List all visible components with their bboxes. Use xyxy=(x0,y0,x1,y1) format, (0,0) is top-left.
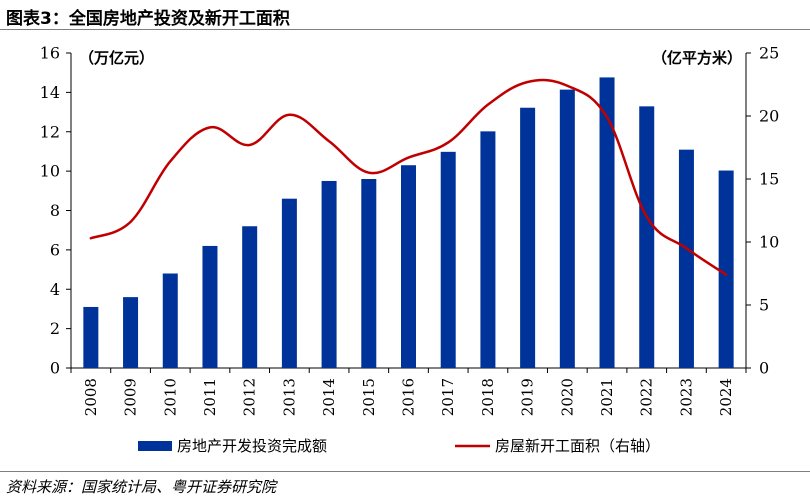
x-tick-label: 2011 xyxy=(201,378,219,416)
bar-investment xyxy=(321,180,337,368)
left-tick-label: 12 xyxy=(40,122,60,141)
bar-investment xyxy=(83,306,99,368)
chart-title: 图表3：全国房地产投资及新开工面积 xyxy=(6,9,290,29)
bar-investment xyxy=(202,245,218,368)
bar-investment xyxy=(440,151,456,368)
left-tick-label: 8 xyxy=(50,201,60,220)
x-tick-label: 2021 xyxy=(598,378,616,416)
bar-investment xyxy=(639,106,655,369)
x-tick-label: 2018 xyxy=(479,378,497,416)
x-tick-label: 2017 xyxy=(439,378,457,416)
right-tick-label: 15 xyxy=(759,170,779,189)
left-tick-label: 16 xyxy=(40,44,60,63)
bar-investment xyxy=(599,77,615,368)
bar-investment xyxy=(401,165,416,368)
legend-label-line: 房屋新开工面积（右轴） xyxy=(495,437,660,455)
bar-investment xyxy=(718,170,734,368)
left-tick-label: 14 xyxy=(40,83,60,102)
title-divider xyxy=(0,29,810,30)
bar-investment xyxy=(559,89,575,369)
left-tick-label: 0 xyxy=(50,359,60,378)
x-tick-label: 2016 xyxy=(400,378,418,416)
bar-investment xyxy=(480,131,496,368)
left-tick-label: 6 xyxy=(50,240,60,259)
bar-investment xyxy=(281,198,297,368)
x-tick-label: 2023 xyxy=(677,378,695,416)
bar-investment xyxy=(162,273,178,368)
left-tick-label: 2 xyxy=(50,319,60,338)
right-axis-unit: （亿平方米） xyxy=(652,49,742,67)
right-tick-label: 20 xyxy=(759,107,779,126)
right-tick-label: 0 xyxy=(759,359,769,378)
left-tick-label: 10 xyxy=(40,162,60,181)
left-axis-unit: （万亿元） xyxy=(79,49,154,67)
x-tick-label: 2009 xyxy=(122,378,140,416)
x-tick-label: 2015 xyxy=(360,378,378,416)
legend-swatch-bar xyxy=(138,441,172,451)
source-note: 资料来源：国家统计局、粤开证券研究院 xyxy=(6,478,277,496)
line-new-construction xyxy=(89,78,728,277)
bar-investment xyxy=(242,226,258,368)
x-tick-label: 2022 xyxy=(638,378,656,416)
bar-investment xyxy=(520,107,536,368)
x-tick-label: 2014 xyxy=(320,378,338,416)
right-tick-label: 25 xyxy=(759,44,779,63)
x-tick-label: 2013 xyxy=(280,378,298,416)
x-tick-label: 2019 xyxy=(519,378,537,416)
bar-investment xyxy=(361,179,377,368)
x-tick-label: 2024 xyxy=(717,378,735,416)
bar-investment xyxy=(678,149,694,368)
x-tick-label: 2020 xyxy=(558,378,576,416)
x-tick-label: 2008 xyxy=(82,378,100,416)
bar-investment xyxy=(123,297,139,368)
right-tick-label: 10 xyxy=(759,233,779,252)
legend-label-bar: 房地产开发投资完成额 xyxy=(177,437,327,455)
right-tick-label: 5 xyxy=(759,296,769,315)
left-tick-label: 4 xyxy=(50,280,60,299)
x-tick-label: 2012 xyxy=(241,378,259,416)
source-divider xyxy=(0,471,810,472)
chart-canvas: 0 2 4 6 8 10 12 14 16 0 5 10 15 20 25 （万亿元） （亿平方米） 2008 20… xyxy=(40,44,780,456)
x-tick-label: 2010 xyxy=(161,378,179,416)
